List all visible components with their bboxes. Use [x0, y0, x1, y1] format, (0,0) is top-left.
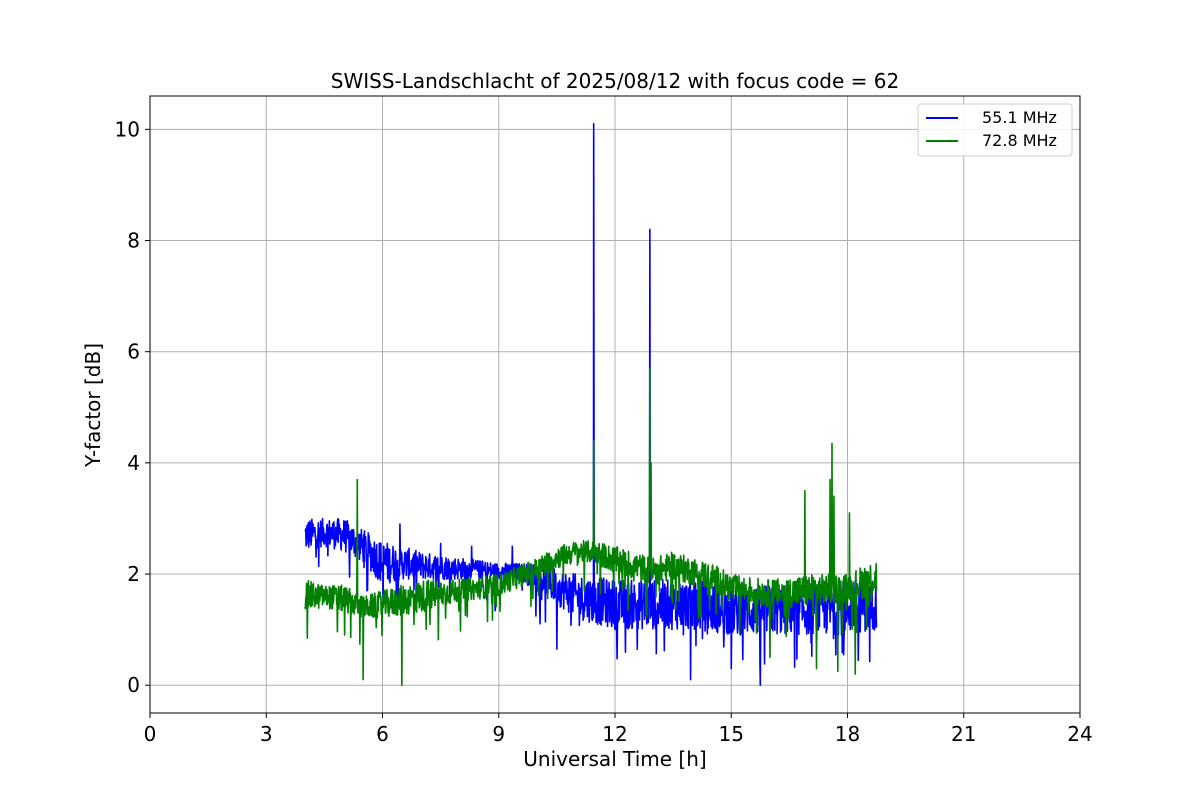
y-axis-label: Y-factor [dB] — [81, 343, 105, 468]
chart-title: SWISS-Landschlacht of 2025/08/12 with fo… — [331, 69, 899, 93]
x-tick-label: 24 — [1067, 722, 1092, 746]
series-line-1 — [304, 367, 878, 687]
x-tick-label: 6 — [376, 722, 389, 746]
legend-label-55-1: 55.1 MHz — [982, 108, 1057, 127]
x-tick-label: 9 — [492, 722, 505, 746]
y-tick-label: 0 — [127, 673, 140, 697]
y-tick-label: 4 — [127, 451, 140, 475]
y-tick-label: 8 — [127, 229, 140, 253]
x-tick-label: 3 — [260, 722, 273, 746]
plot-area — [304, 122, 878, 687]
y-tick-label: 6 — [127, 340, 140, 364]
y-tick-label: 10 — [115, 117, 140, 141]
legend-label-72-8: 72.8 MHz — [982, 131, 1057, 150]
x-tick-label: 12 — [602, 722, 627, 746]
x-axis-label: Universal Time [h] — [523, 747, 706, 771]
x-tick-label: 21 — [951, 722, 976, 746]
y-tick-label: 2 — [127, 562, 140, 586]
x-tick-label: 0 — [144, 722, 157, 746]
x-tick-label: 18 — [835, 722, 860, 746]
legend: 55.1 MHz 72.8 MHz — [917, 103, 1073, 157]
series-layer — [304, 122, 878, 687]
series-line-0 — [304, 122, 878, 687]
x-tick-label: 15 — [719, 722, 744, 746]
